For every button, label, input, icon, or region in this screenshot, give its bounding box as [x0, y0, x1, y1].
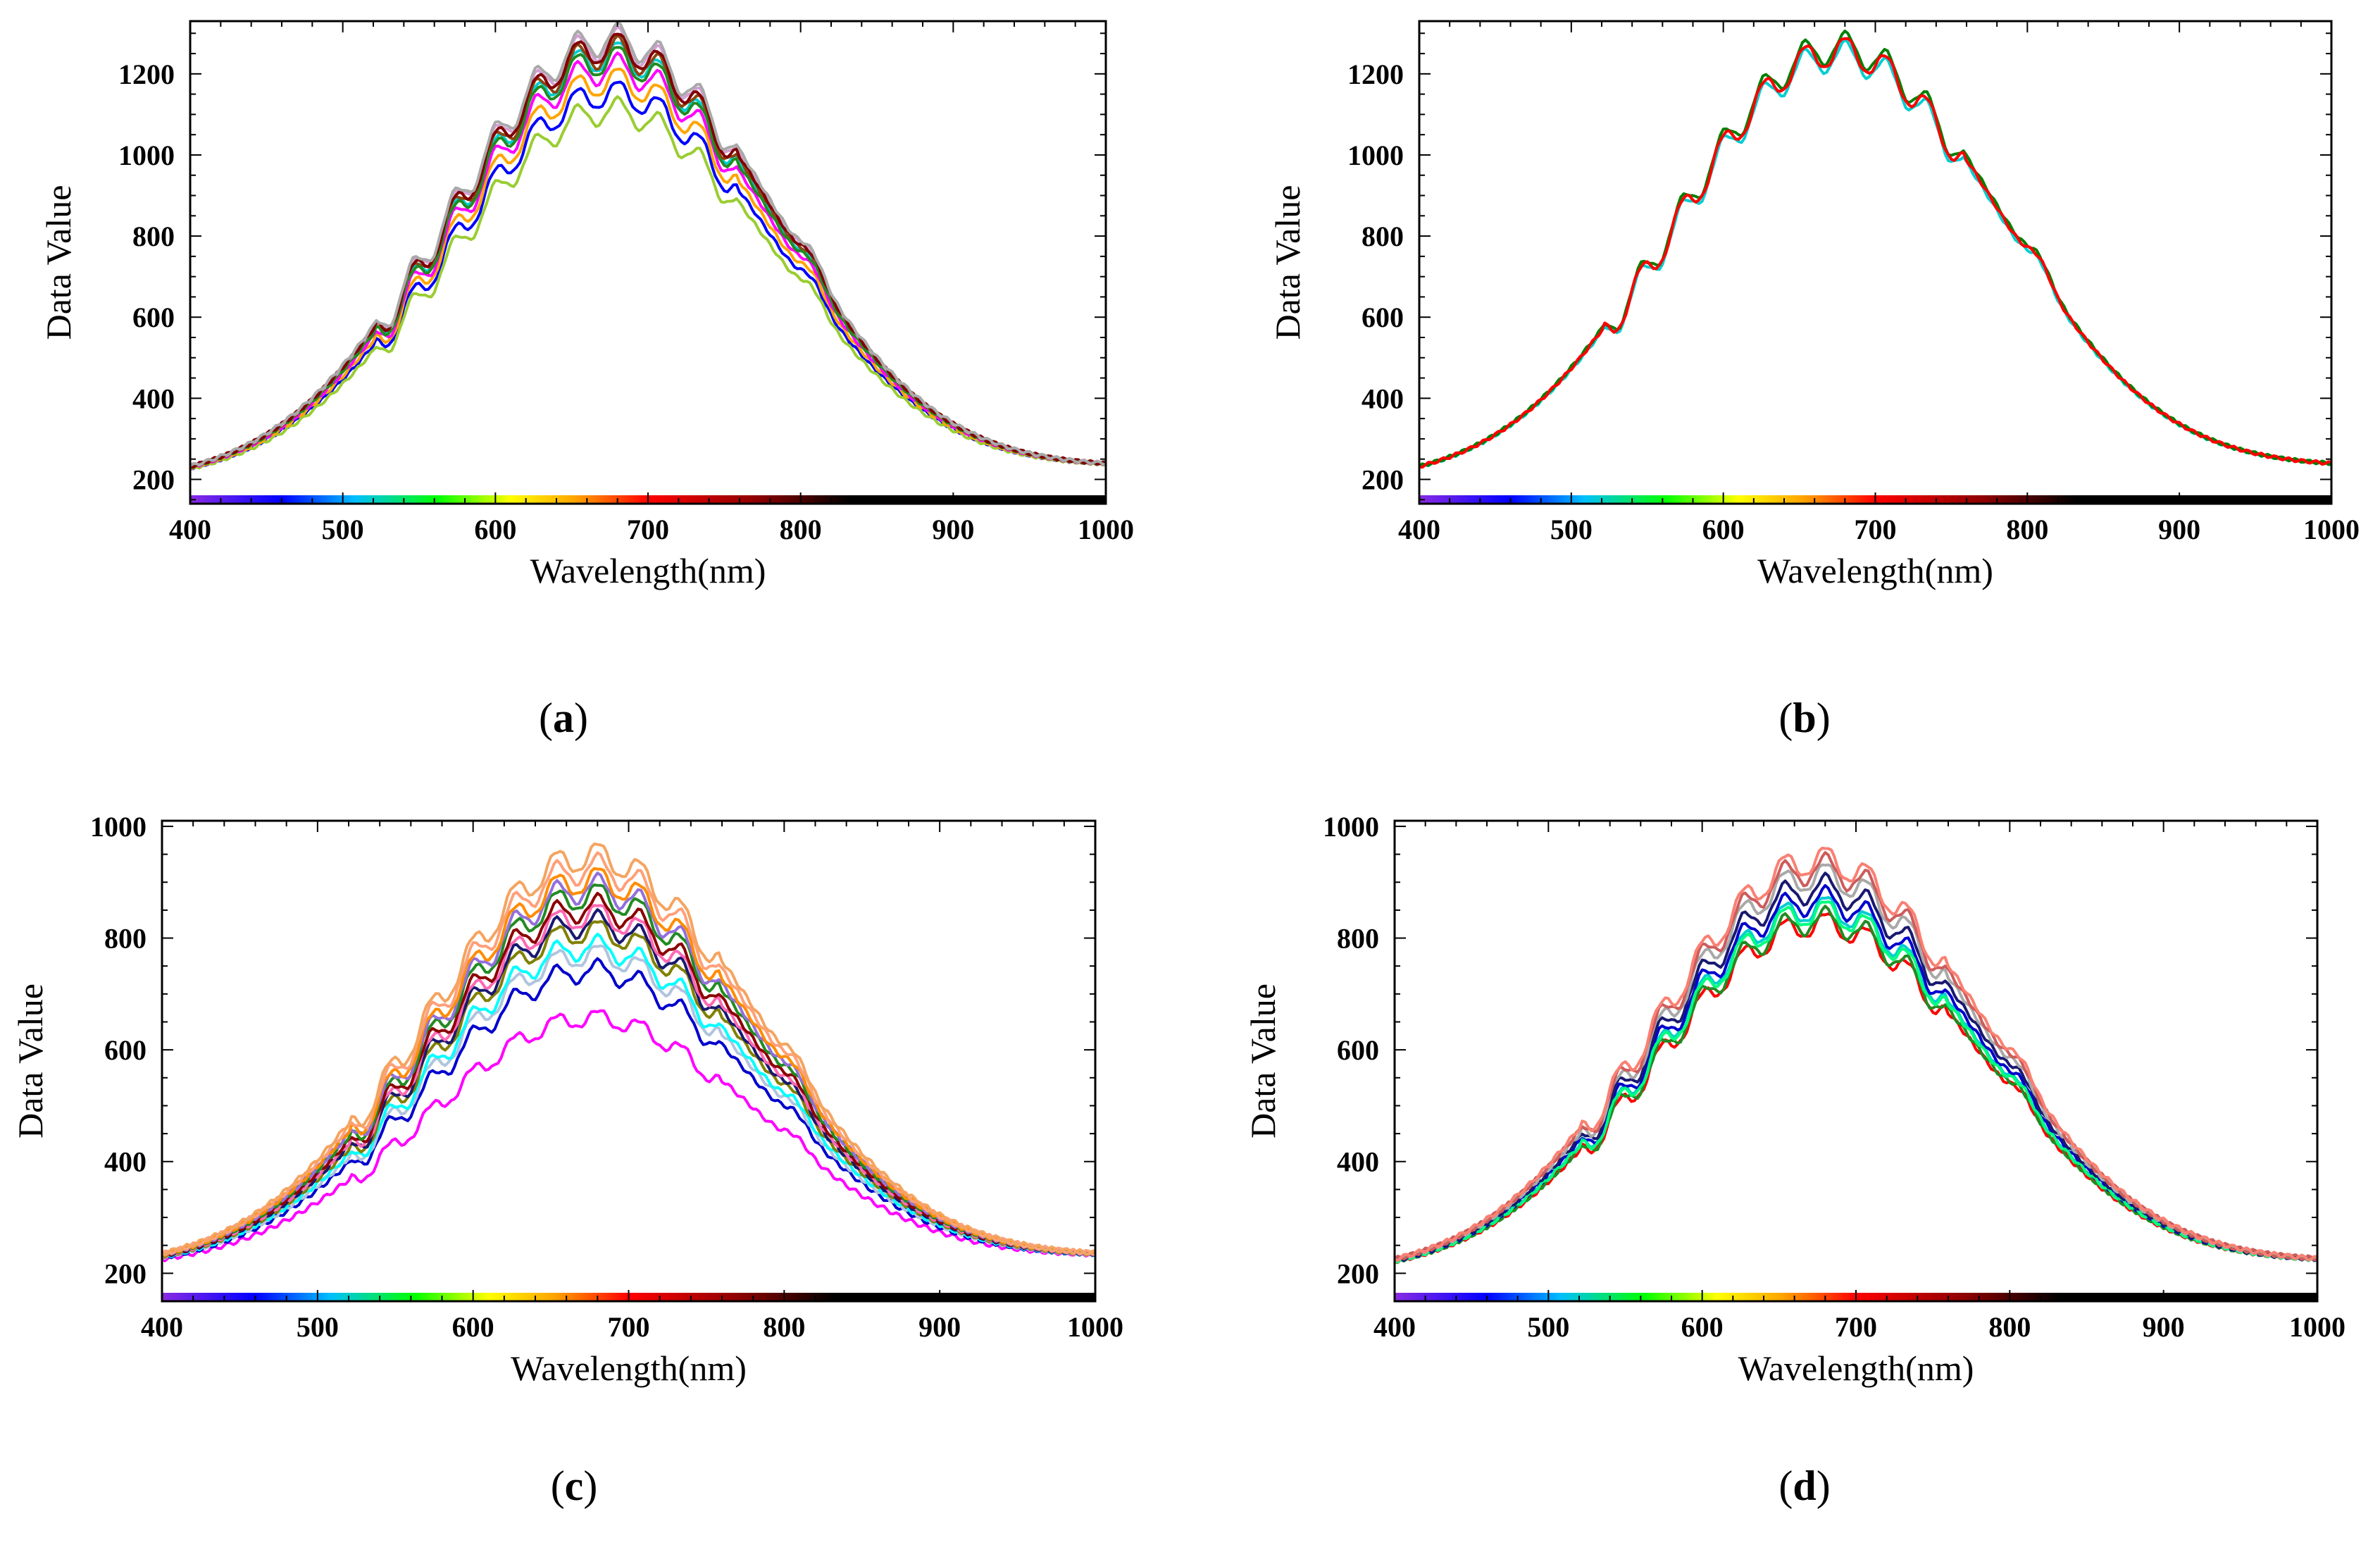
series-line-a-s10: [189, 20, 1107, 467]
y-tick-label: 400: [104, 1146, 147, 1178]
y-tick-label: 800: [1337, 923, 1379, 955]
series-line-b-s1: [1419, 37, 2332, 469]
y-tick-label: 1000: [1347, 139, 1404, 171]
series-line-d-s2: [1393, 905, 2318, 1263]
x-tick-label: 1000: [2289, 1311, 2345, 1343]
y-tick-label: 200: [1362, 464, 1404, 495]
series-line-b-s5: [1419, 37, 2332, 469]
x-tick-label: 800: [780, 514, 822, 545]
series-line-c-s13: [161, 842, 1096, 1256]
series-line-d-s3: [1394, 895, 2318, 1264]
series-line-a-s4: [189, 51, 1107, 468]
series-line-b-s2: [1418, 38, 2332, 468]
caption-d: (d): [1778, 1463, 1831, 1509]
chart-b-svg: 400 500 600 700 800 900 1000 200 400 600 800 1000 12…: [1268, 20, 2360, 590]
y-tick-label: 600: [1337, 1034, 1379, 1066]
x-tick-label: 400: [1373, 1311, 1416, 1343]
x-tick-label: 800: [763, 1311, 805, 1343]
y-tick-label: 1200: [1347, 58, 1404, 90]
y-tick-label: 1000: [1323, 811, 1379, 843]
x-tick-label: 400: [169, 514, 211, 545]
x-axis-title: Wavelength(nm): [1757, 551, 1993, 590]
caption-c: (c): [550, 1463, 598, 1509]
y-tick-label: 1200: [118, 58, 175, 90]
x-tick-label: 700: [627, 514, 669, 545]
series-line-c-s11: [161, 867, 1096, 1258]
y-tick-label: 600: [1362, 302, 1404, 333]
series-line-a-s1: [189, 80, 1107, 471]
x-axis-title: Wavelength(nm): [530, 551, 766, 590]
series-line-c-s4: [161, 932, 1096, 1258]
chart-panel-c: 400 500 600 700 800 900 1000 200 400 600 800 1000 Wa…: [0, 803, 1190, 1545]
x-tick-label: 1000: [2303, 514, 2360, 545]
x-tick-label: 700: [608, 1311, 650, 1343]
x-tick-label: 600: [474, 514, 516, 545]
y-axis-title: Data Value: [1268, 185, 1307, 340]
x-tick-label: 800: [2006, 514, 2048, 545]
x-tick-label: 1000: [1078, 514, 1134, 545]
series-line-d-s4: [1393, 883, 2318, 1262]
caption-b: (b): [1778, 695, 1831, 741]
y-tick-label: 400: [1362, 383, 1404, 414]
x-tick-label: 400: [141, 1311, 183, 1343]
series-line-a-s9: [189, 32, 1107, 469]
chart-c-svg: 400 500 600 700 800 900 1000 200 400 600 800 1000 Wa…: [11, 811, 1123, 1388]
chart-panel-d: 400 500 600 700 800 900 1000 200 400 600 800 1000 Wa…: [1190, 803, 2380, 1545]
chart-panel-b: 400 500 600 700 800 900 1000 200 400 600 800 1000 12…: [1190, 0, 2380, 775]
series-line-b-s3: [1419, 37, 2332, 469]
y-tick-label: 200: [1337, 1258, 1379, 1289]
x-tick-label: 900: [918, 1311, 961, 1343]
x-tick-label: 400: [1398, 514, 1440, 545]
x-tick-label: 500: [297, 1311, 339, 1343]
y-tick-label: 600: [104, 1034, 147, 1066]
y-tick-label: 600: [132, 302, 175, 333]
y-tick-label: 400: [1337, 1146, 1379, 1178]
y-axis-title: Data Value: [39, 185, 78, 340]
x-tick-label: 500: [1550, 514, 1593, 545]
y-tick-label: 800: [104, 923, 147, 955]
y-tick-label: 1000: [90, 811, 147, 843]
y-tick-label: 800: [1362, 221, 1404, 252]
series-line-d-s5: [1394, 900, 2318, 1264]
y-tick-label: 200: [104, 1258, 147, 1289]
series-line-a-s3: [189, 68, 1107, 470]
x-tick-label: 600: [452, 1311, 494, 1343]
series-line-a-s7: [189, 46, 1107, 469]
series-line-b-s4: [1418, 30, 2332, 467]
x-tick-label: 500: [1527, 1311, 1569, 1343]
series-line-a-s6: [189, 34, 1106, 468]
series-line-d-s1: [1394, 912, 2318, 1265]
series-line-c-s6: [161, 908, 1096, 1258]
x-tick-label: 600: [1702, 514, 1745, 545]
y-tick-label: 400: [132, 383, 175, 414]
chart-panel-a: 400 500 600 700 800 900 1000 200 400 600 800 1000 12…: [0, 0, 1190, 775]
x-tick-label: 600: [1681, 1311, 1724, 1343]
series-line-a-s2: [189, 95, 1107, 470]
y-axis-title: Data Value: [11, 984, 50, 1138]
y-axis-title: Data Value: [1243, 984, 1283, 1138]
x-axis-title: Wavelength(nm): [511, 1348, 747, 1388]
chart-a-svg: 400 500 600 700 800 900 1000 200 400 600 800 1000 12…: [39, 20, 1134, 590]
x-tick-label: 900: [2158, 514, 2200, 545]
y-tick-label: 1000: [118, 139, 175, 171]
x-axis-title: Wavelength(nm): [1738, 1348, 1974, 1388]
x-tick-label: 900: [2143, 1311, 2185, 1343]
x-tick-label: 700: [1835, 1311, 1877, 1343]
x-tick-label: 500: [322, 514, 364, 545]
y-tick-label: 200: [132, 464, 175, 495]
x-tick-label: 700: [1855, 514, 1897, 545]
series-line-d-s9: [1394, 846, 2318, 1262]
caption-a: (a): [539, 695, 588, 741]
chart-d-svg: 400 500 600 700 800 900 1000 200 400 600 800 1000 Wa…: [1243, 811, 2345, 1388]
series-line-c-s5: [161, 920, 1096, 1260]
x-tick-label: 1000: [1067, 1311, 1123, 1343]
x-tick-label: 800: [1988, 1311, 2031, 1343]
y-tick-label: 800: [132, 221, 175, 252]
x-tick-label: 900: [932, 514, 974, 545]
